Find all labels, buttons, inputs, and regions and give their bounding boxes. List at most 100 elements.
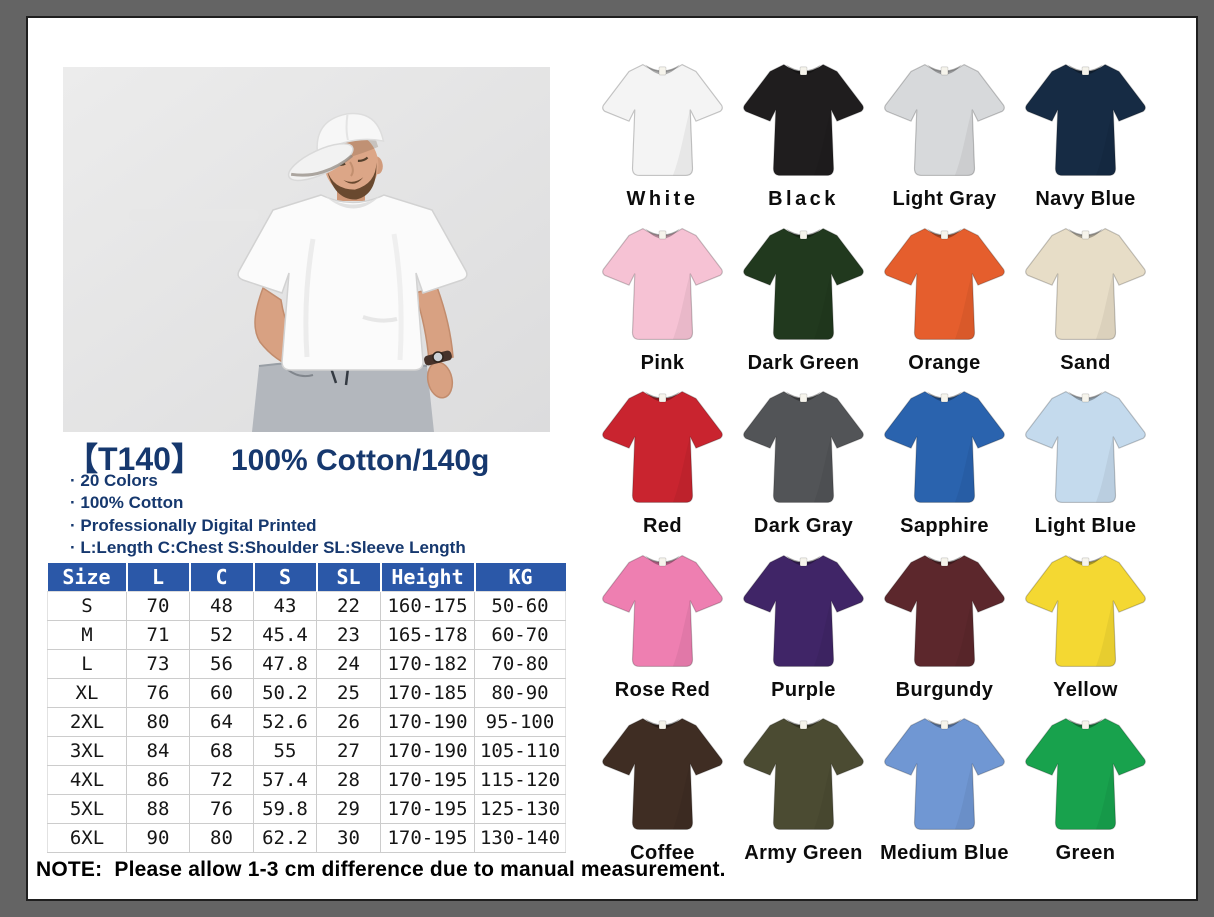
product-code: 【T140】 [66,441,203,477]
tshirt-icon [602,717,723,830]
tshirt-icon [743,717,864,830]
color-swatch: Burgundy [874,544,1015,708]
table-cell: 68 [189,736,254,766]
table-row: 3XL 84 68 55 27 170-190 105-110 [47,736,566,766]
color-label: Green [1055,842,1116,864]
color-label: Dark Green [747,351,860,374]
color-swatch: Navy Blue [1015,53,1156,217]
color-label: Army Green [744,842,863,864]
color-swatch: Coffee [592,707,733,871]
table-cell: 60-70 [474,620,566,650]
table-cell: S [47,591,127,621]
tshirt-icon [602,554,723,667]
color-swatch: Orange [874,217,1015,381]
table-cell: 2XL [47,707,127,737]
table-cell: 52 [189,620,254,650]
table-cell: 27 [316,736,381,766]
table-cell: 52.6 [253,707,317,737]
table-cell: 50-60 [474,591,566,621]
color-swatch: Black [733,53,874,217]
color-label: Coffee [630,842,695,864]
table-cell: 28 [316,765,381,795]
color-label: Dark Gray [753,515,854,537]
tshirt-icon [743,227,864,340]
feature-item: · 20 Colors [70,471,158,490]
table-cell: 84 [126,736,190,766]
tshirt-icon [602,390,723,503]
table-cell: 57.4 [253,765,317,795]
table-row: M 71 52 45.4 23 165-178 60-70 [47,620,566,650]
color-label: Sapphire [900,515,989,537]
color-label: Sand [1060,351,1111,374]
table-cell: 90 [126,823,190,853]
color-label: White [626,188,699,210]
table-cell: 88 [126,794,190,824]
column-header: KG [474,563,566,592]
table-row: L 73 56 47.8 24 170-182 70-80 [47,649,566,679]
table-cell: 86 [126,765,190,795]
table-cell: 62.2 [253,823,317,853]
table-cell: 73 [126,649,190,679]
measurement-note: NOTE: Please allow 1-3 cm difference due… [36,858,726,881]
color-swatch-grid: White Black Light Gray Navy Blue [592,53,1156,871]
color-swatch: Light Gray [874,53,1015,217]
table-cell: XL [47,678,127,708]
color-swatch: Pink [592,217,733,381]
table-row: S 70 48 43 22 160-175 50-60 [47,591,566,621]
tshirt-icon [1025,390,1146,503]
table-cell: 22 [316,591,381,621]
table-row: 4XL 86 72 57.4 28 170-195 115-120 [47,765,566,795]
tshirt-icon [884,227,1005,340]
table-cell: 170-182 [380,649,475,679]
feature-item: · Professionally Digital Printed [70,515,317,535]
table-cell: 26 [316,707,381,737]
color-swatch: White [592,53,733,217]
tshirt-icon [884,717,1005,830]
table-cell: 25 [316,678,381,708]
table-cell: 80 [126,707,190,737]
product-heading: 【T140】 100% Cotton/140g [66,434,489,480]
tshirt-icon [743,390,864,503]
table-cell: 64 [189,707,254,737]
tshirt-icon [743,554,864,667]
tshirt-icon [743,63,864,176]
table-cell: 170-190 [380,736,475,766]
color-label: Pink [640,351,685,374]
table-cell: 80-90 [474,678,566,708]
column-header: L [126,563,191,592]
color-swatch: Dark Green [733,217,874,381]
table-cell: 55 [253,736,317,766]
table-cell: 48 [189,591,254,621]
color-swatch: Sapphire [874,380,1015,544]
table-cell: 130-140 [474,823,566,853]
table-cell: 5XL [47,794,127,824]
table-cell: 170-190 [380,707,475,737]
table-cell: 47.8 [253,649,317,679]
color-label: Orange [908,351,981,374]
table-cell: 24 [316,649,381,679]
table-row: 2XL 80 64 52.6 26 170-190 95-100 [47,707,566,737]
color-label: Black [768,188,839,210]
column-header: SL [316,563,382,592]
table-cell: L [47,649,127,679]
product-title: 100% Cotton/140g [230,444,490,477]
table-cell: 60 [189,678,254,708]
color-label: Navy Blue [1035,188,1136,210]
sheet-page: 【T140】 100% Cotton/140g · 20 Colors · 10… [26,16,1198,901]
color-swatch: Green [1015,707,1156,871]
color-swatch: Purple [733,544,874,708]
color-swatch: Rose Red [592,544,733,708]
table-cell: 170-195 [380,794,475,824]
table-cell: 80 [189,823,254,853]
table-cell: 160-175 [380,591,475,621]
color-swatch: Light Blue [1015,380,1156,544]
feature-item: · 100% Cotton [70,493,184,513]
table-cell: 70 [126,591,190,621]
tshirt-icon [884,390,1005,503]
table-row: XL 76 60 50.2 25 170-185 80-90 [47,678,566,708]
column-header: Height [380,563,476,592]
color-swatch: Yellow [1015,544,1156,708]
feature-item: · L:Length C:Chest S:Shoulder SL:Sleeve … [70,537,466,557]
tshirt-icon [1025,227,1146,340]
